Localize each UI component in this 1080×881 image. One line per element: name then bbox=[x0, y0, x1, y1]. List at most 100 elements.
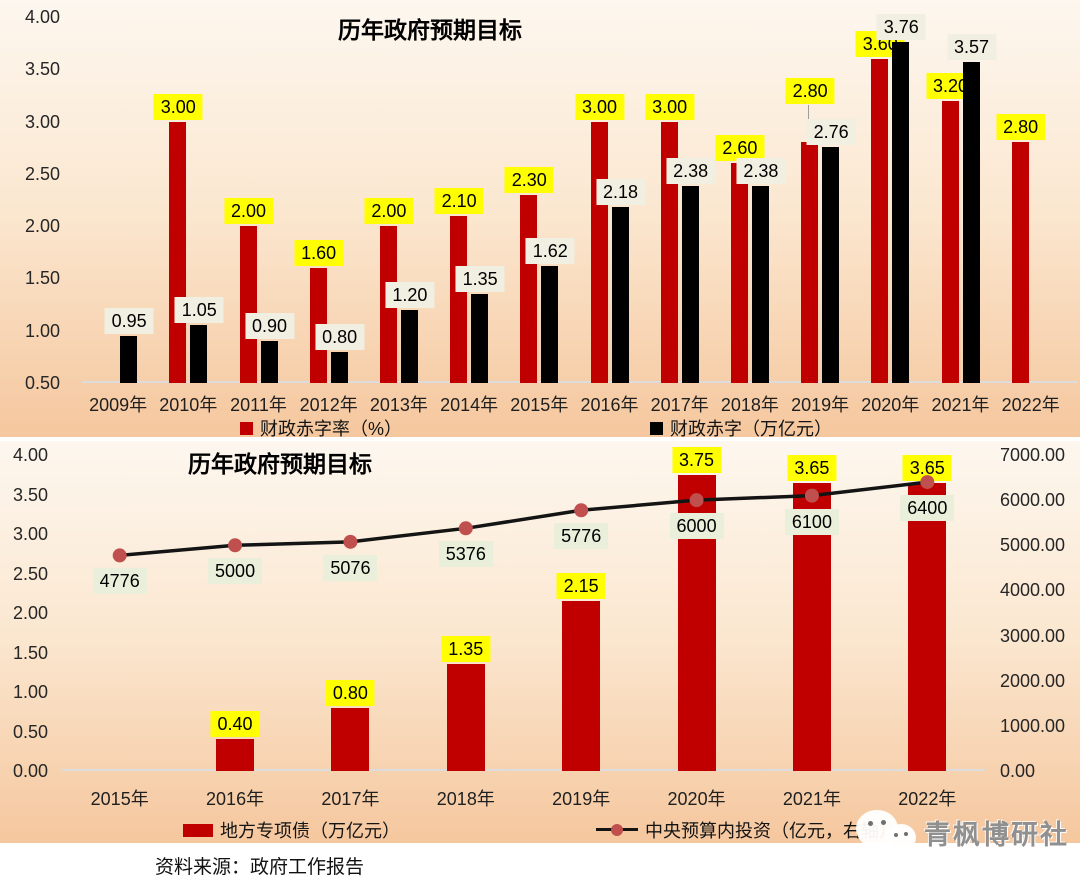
left-axis-tick: 3.50 bbox=[12, 484, 48, 505]
bar-value-label: 2.76 bbox=[806, 118, 856, 145]
right-axis-tick: 0.00 bbox=[1000, 760, 1036, 781]
y-axis-tick: 2.00 bbox=[24, 216, 60, 237]
bar-value-label: 3.00 bbox=[645, 93, 695, 120]
line-value-label: 6400 bbox=[900, 495, 955, 522]
investment-marker-2017 bbox=[343, 534, 358, 549]
x-axis-line bbox=[62, 769, 985, 771]
bar-value-label: 3.76 bbox=[876, 14, 926, 41]
bar-value-label: 2.80 bbox=[785, 78, 835, 105]
investment-marker-2018 bbox=[458, 521, 473, 536]
legend-label-deficit-amount: 财政赤字（万亿元） bbox=[670, 419, 832, 439]
legend-item-central-investment: 中央预算内投资（亿元，右轴） bbox=[596, 817, 897, 843]
deficit-rate-bar-2011 bbox=[239, 226, 257, 383]
special-bond-bar-2017 bbox=[331, 707, 370, 771]
deficit-amount-bar-2009 bbox=[120, 335, 138, 383]
deficit-amount-bar-2015 bbox=[541, 265, 559, 383]
x-axis-label-2009: 2009年 bbox=[89, 395, 148, 415]
x-axis-label-2017: 2017年 bbox=[321, 789, 380, 809]
deficit-amount-bar-2018 bbox=[751, 186, 769, 383]
legend-swatch-deficit-rate bbox=[240, 421, 253, 435]
special-bond-bar-2022 bbox=[908, 482, 947, 771]
deficit-rate-bar-2010 bbox=[169, 121, 187, 383]
x-axis-label-2014: 2014年 bbox=[440, 395, 499, 415]
x-axis-label-2010: 2010年 bbox=[159, 395, 218, 415]
y-axis-tick: 1.50 bbox=[24, 268, 60, 289]
line-value-label: 5376 bbox=[438, 541, 493, 568]
bar-value-label: 3.65 bbox=[787, 454, 837, 481]
bar-value-label: 0.80 bbox=[325, 679, 375, 706]
deficit-rate-bar-2019 bbox=[801, 142, 819, 383]
special-bond-bar-2019 bbox=[562, 601, 601, 771]
bar-value-label: 1.60 bbox=[294, 239, 344, 266]
wechat-icon bbox=[856, 808, 920, 856]
x-axis-label-2016: 2016年 bbox=[580, 395, 639, 415]
bar-value-label: 2.38 bbox=[736, 158, 786, 185]
bar-value-label: 3.00 bbox=[574, 93, 625, 120]
x-axis-label-2018: 2018年 bbox=[436, 789, 495, 809]
deficit-rate-bar-2020 bbox=[871, 58, 889, 383]
watermark: 青枫博研社 bbox=[856, 808, 1069, 856]
y-axis-tick: 2.50 bbox=[24, 163, 60, 184]
legend-swatch-special-bonds bbox=[183, 823, 213, 837]
bar-value-label: 2.60 bbox=[715, 135, 765, 162]
bar-value-label: 1.62 bbox=[525, 237, 575, 264]
x-axis-label-2011: 2011年 bbox=[230, 395, 287, 415]
chart1-title: 历年政府预期目标 bbox=[338, 18, 522, 43]
bar-value-label: 1.35 bbox=[455, 266, 505, 293]
bar-value-label: 2.80 bbox=[996, 114, 1046, 141]
left-axis-tick: 2.50 bbox=[12, 563, 48, 584]
line-value-label: 6000 bbox=[669, 513, 724, 540]
bar-value-label: 2.00 bbox=[223, 198, 274, 225]
bar-value-label: 3.57 bbox=[946, 33, 997, 60]
bar-value-label: 0.80 bbox=[315, 323, 365, 350]
bar-value-label: 3.65 bbox=[902, 454, 952, 481]
x-axis-label-2015: 2015年 bbox=[510, 395, 569, 415]
investment-marker-2019 bbox=[574, 503, 589, 518]
legend-item-deficit-amount: 财政赤字（万亿元） bbox=[650, 415, 832, 441]
bar-value-label: 0.90 bbox=[244, 313, 295, 340]
deficit-amount-bar-2012 bbox=[330, 351, 348, 383]
bar-value-label: 2.18 bbox=[595, 179, 646, 206]
special-bond-bar-2016 bbox=[216, 739, 255, 771]
bar-value-label: 3.00 bbox=[153, 93, 203, 120]
left-axis-tick: 1.50 bbox=[12, 642, 48, 663]
deficit-rate-bar-2015 bbox=[520, 194, 538, 383]
source-note: 资料来源：政府工作报告 bbox=[155, 857, 365, 878]
legend-item-special-bonds: 地方专项债（万亿元） bbox=[183, 817, 400, 843]
right-axis-tick: 7000.00 bbox=[1000, 445, 1066, 465]
deficit-amount-bar-2020 bbox=[892, 42, 910, 383]
line-value-label: 5076 bbox=[323, 554, 378, 581]
y-axis-tick: 0.50 bbox=[24, 373, 60, 393]
left-axis-tick: 4.00 bbox=[12, 445, 48, 465]
deficit-rate-bar-2022 bbox=[1011, 142, 1029, 383]
y-axis-tick: 3.50 bbox=[24, 59, 60, 80]
x-axis-label-2021: 2021年 bbox=[931, 395, 990, 415]
x-axis-label-2012: 2012年 bbox=[299, 395, 358, 415]
left-axis-tick: 0.50 bbox=[12, 721, 48, 742]
legend-label-special-bonds: 地方专项债（万亿元） bbox=[220, 821, 400, 841]
deficit-amount-bar-2017 bbox=[681, 186, 699, 383]
deficit-amount-bar-2010 bbox=[190, 325, 208, 383]
y-axis-tick: 4.00 bbox=[24, 7, 60, 27]
deficit-amount-bar-2019 bbox=[822, 146, 840, 383]
right-axis-tick: 2000.00 bbox=[1000, 670, 1066, 691]
bar-value-label: 2.15 bbox=[556, 573, 606, 600]
deficit-amount-bar-2014 bbox=[471, 294, 489, 383]
bar-value-label: 1.05 bbox=[174, 297, 224, 324]
bar-value-label: 2.38 bbox=[666, 158, 716, 185]
bar-value-label: 3.75 bbox=[672, 446, 722, 473]
left-axis-tick: 3.00 bbox=[12, 524, 48, 544]
x-axis-label-2021: 2021年 bbox=[782, 789, 841, 809]
y-axis-tick: 3.00 bbox=[24, 111, 60, 132]
legend-label-deficit-rate: 财政赤字率（%） bbox=[260, 419, 403, 439]
right-axis-tick: 6000.00 bbox=[1000, 490, 1066, 511]
x-axis-label-2020: 2020年 bbox=[861, 395, 920, 415]
legend-item-deficit-rate: 财政赤字率（%） bbox=[240, 415, 402, 441]
legend-swatch-deficit-amount bbox=[650, 421, 663, 435]
line-value-label: 6100 bbox=[784, 508, 839, 535]
watermark-text: 青枫博研社 bbox=[924, 819, 1069, 850]
right-axis-tick: 4000.00 bbox=[1000, 580, 1066, 601]
x-axis-label-2022: 2022年 bbox=[898, 789, 957, 809]
deficit-rate-bar-2018 bbox=[730, 163, 748, 383]
